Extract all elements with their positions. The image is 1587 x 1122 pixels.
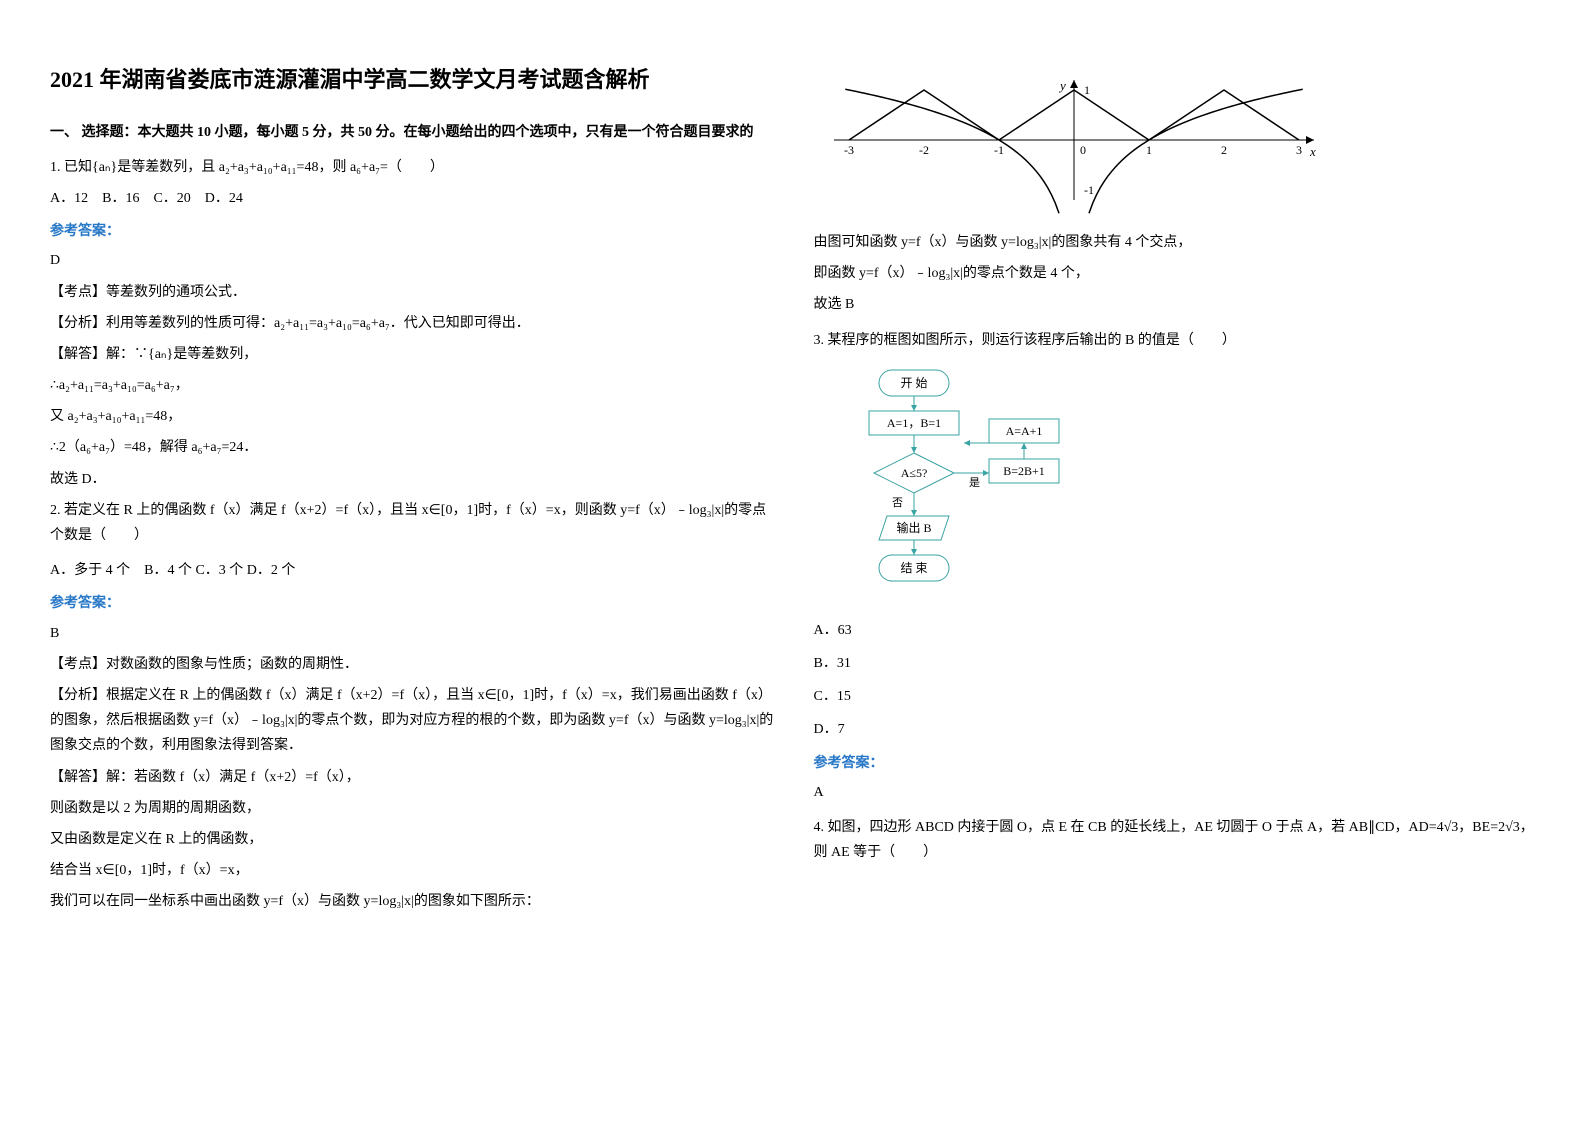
q1-exp4: ∴a₂+a₁₁=a₃+a₁₀=a₆+a₇，	[50, 373, 774, 398]
after-graph-1: 由图可知函数 y=f（x）与函数 y=log₃|x|的图象共有 4 个交点，	[814, 230, 1538, 255]
svg-text:输出 B: 输出 B	[896, 520, 931, 535]
left-column: 2021 年湖南省娄底市涟源灌湄中学高二数学文月考试题含解析 一、 选择题：本大…	[50, 60, 774, 920]
q3-answer-label: 参考答案：	[814, 751, 1538, 776]
q2-exp3: 【解答】解：若函数 f（x）满足 f（x+2）=f（x），	[50, 765, 774, 790]
svg-text:A=1，B=1: A=1，B=1	[886, 416, 940, 430]
q2-stem: 2. 若定义在 R 上的偶函数 f（x）满足 f（x+2）=f（x），且当 x∈…	[50, 498, 774, 548]
q1-exp6: ∴2（a₆+a₇）=48，解得 a₆+a₇=24．	[50, 435, 774, 460]
q3-opt-a: A．63	[814, 618, 1538, 643]
svg-text:否: 否	[892, 497, 903, 509]
q4-stem: 4. 如图，四边形 ABCD 内接于圆 O，点 E 在 CB 的延长线上，AE …	[814, 815, 1538, 865]
q1-stem: 1. 已知{aₙ}是等差数列，且 a₂+a₃+a₁₀+a₁₁=48，则 a₆+a…	[50, 155, 774, 180]
q2-exp1: 【考点】对数函数的图象与性质；函数的周期性．	[50, 652, 774, 677]
svg-text:-2: -2	[919, 143, 929, 157]
q2-answer: B	[50, 621, 774, 646]
q1-exp1: 【考点】等差数列的通项公式．	[50, 280, 774, 305]
right-column: -3 -2 -1 1 2 3 -1 1 x y 0 由图可知函数 y=f（x）与函数 y=log₃|…	[814, 60, 1538, 920]
q3-opt-b: B．31	[814, 651, 1538, 676]
q1-answer: D	[50, 248, 774, 273]
q1-exp2: 【分析】利用等差数列的性质可得：a₂+a₁₁=a₃+a₁₀=a₆+a₇．代入已知…	[50, 311, 774, 336]
q2-exp7: 我们可以在同一坐标系中画出函数 y=f（x）与函数 y=log₃|x|的图象如下…	[50, 889, 774, 914]
q2-exp5: 又由函数是定义在 R 上的偶函数，	[50, 827, 774, 852]
svg-text:-1: -1	[994, 143, 1004, 157]
section-header: 一、 选择题：本大题共 10 小题，每小题 5 分，共 50 分。在每小题给出的…	[50, 120, 774, 145]
q1-exp7: 故选 D．	[50, 467, 774, 492]
svg-text:y: y	[1058, 78, 1066, 93]
svg-text:3: 3	[1296, 143, 1302, 157]
svg-text:x: x	[1309, 144, 1316, 159]
document-title: 2021 年湖南省娄底市涟源灌湄中学高二数学文月考试题含解析	[50, 60, 774, 100]
svg-text:A≤5?: A≤5?	[900, 466, 927, 480]
q2-exp2: 【分析】根据定义在 R 上的偶函数 f（x）满足 f（x+2）=f（x），且当 …	[50, 683, 774, 759]
q1-exp5: 又 a₂+a₃+a₁₀+a₁₁=48，	[50, 404, 774, 429]
function-graph: -3 -2 -1 1 2 3 -1 1 x y 0	[814, 60, 1334, 220]
q2-answer-label: 参考答案：	[50, 591, 774, 616]
q2-exp6: 结合当 x∈[0，1]时，f（x）=x，	[50, 858, 774, 883]
svg-text:是: 是	[969, 476, 980, 489]
q3-stem: 3. 某程序的框图如图所示，则运行该程序后输出的 B 的值是（ ）	[814, 328, 1538, 353]
svg-text:1: 1	[1146, 143, 1152, 157]
q3-opt-c: C．15	[814, 684, 1538, 709]
svg-text:A=A+1: A=A+1	[1005, 424, 1042, 438]
q1-exp3: 【解答】解：∵{aₙ}是等差数列，	[50, 342, 774, 367]
flowchart: 是否 开 始 A=1，B=1 A≤5? B=2B+1 A=A+1 输出 B 结 束	[814, 363, 1094, 608]
svg-text:2: 2	[1221, 143, 1227, 157]
svg-text:-1: -1	[1084, 183, 1094, 197]
svg-text:0: 0	[1080, 143, 1086, 157]
q2-options: A．多于 4 个 B．4 个 C．3 个 D．2 个	[50, 558, 774, 583]
svg-text:-3: -3	[844, 143, 854, 157]
q3-opt-d: D．7	[814, 717, 1538, 742]
svg-text:B=2B+1: B=2B+1	[1003, 464, 1045, 478]
after-graph-2: 即函数 y=f（x）﹣log₃|x|的零点个数是 4 个，	[814, 261, 1538, 286]
q1-answer-label: 参考答案：	[50, 219, 774, 244]
svg-text:开 始: 开 始	[900, 376, 927, 390]
svg-text:1: 1	[1084, 83, 1090, 97]
after-graph-3: 故选 B	[814, 292, 1538, 317]
q3-answer: A	[814, 780, 1538, 805]
q1-options: A．12 B．16 C．20 D．24	[50, 186, 774, 211]
q2-exp4: 则函数是以 2 为周期的周期函数，	[50, 796, 774, 821]
svg-text:结 束: 结 束	[900, 561, 927, 575]
